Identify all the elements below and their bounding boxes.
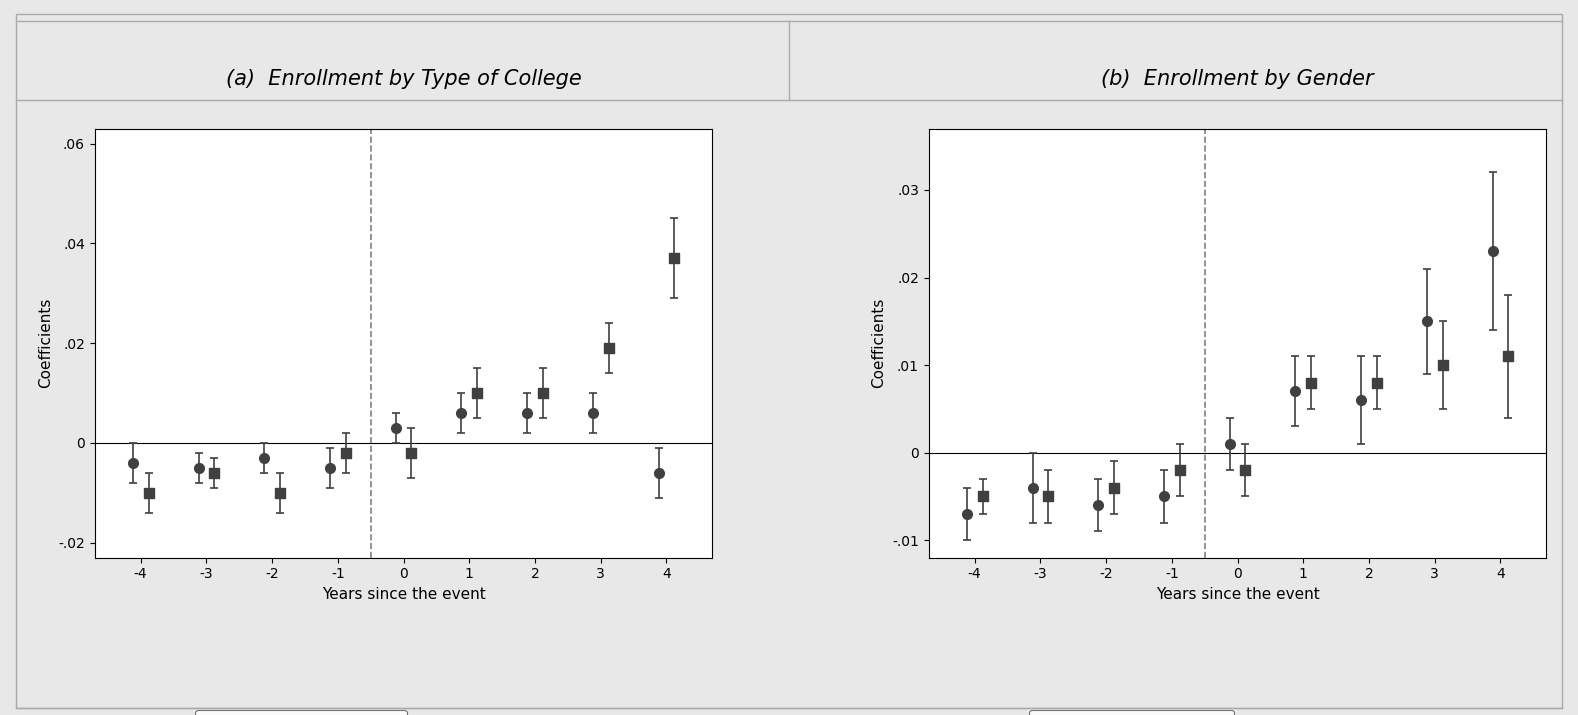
Point bbox=[1414, 315, 1439, 327]
Point bbox=[1152, 490, 1177, 502]
Point bbox=[581, 408, 606, 419]
Point bbox=[514, 408, 540, 419]
Point bbox=[136, 487, 161, 498]
Legend: Female, Male: Female, Male bbox=[1029, 710, 1234, 715]
Point bbox=[1168, 465, 1193, 476]
Point bbox=[383, 423, 409, 434]
Y-axis label: Coefficients: Coefficients bbox=[38, 298, 52, 388]
Point bbox=[1430, 360, 1455, 371]
Point bbox=[317, 462, 342, 473]
Text: (b)  Enrollment by Gender: (b) Enrollment by Gender bbox=[1101, 69, 1374, 89]
Point bbox=[661, 252, 686, 264]
Point bbox=[1035, 490, 1060, 502]
Point bbox=[186, 462, 211, 473]
Point bbox=[970, 490, 996, 502]
Point bbox=[120, 457, 145, 468]
Point bbox=[1101, 482, 1127, 493]
Point bbox=[645, 467, 671, 478]
Point bbox=[1299, 377, 1324, 388]
Point bbox=[448, 408, 473, 419]
Point bbox=[1480, 245, 1505, 257]
Point bbox=[596, 342, 622, 354]
Point bbox=[530, 388, 555, 399]
Y-axis label: Coefficients: Coefficients bbox=[871, 298, 887, 388]
Point bbox=[1086, 500, 1111, 511]
Point bbox=[1217, 438, 1242, 450]
Point bbox=[1365, 377, 1390, 388]
Point bbox=[955, 508, 980, 520]
X-axis label: Years since the event: Years since the event bbox=[322, 587, 486, 602]
Text: (a)  Enrollment by Type of College: (a) Enrollment by Type of College bbox=[226, 69, 581, 89]
Point bbox=[1283, 385, 1308, 397]
Point bbox=[464, 388, 489, 399]
Point bbox=[202, 467, 227, 478]
X-axis label: Years since the event: Years since the event bbox=[1155, 587, 1319, 602]
Legend: Public, Private: Public, Private bbox=[196, 710, 407, 715]
Point bbox=[1232, 465, 1258, 476]
Point bbox=[1496, 350, 1521, 362]
Point bbox=[267, 487, 292, 498]
Point bbox=[333, 447, 358, 458]
Point bbox=[1019, 482, 1045, 493]
Point bbox=[251, 452, 276, 463]
Point bbox=[1349, 395, 1374, 406]
Point bbox=[399, 447, 424, 458]
